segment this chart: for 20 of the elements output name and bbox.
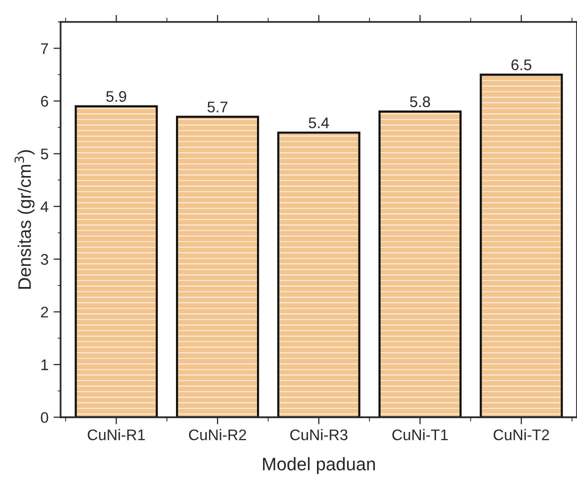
- y-tick-label: 6: [41, 96, 48, 107]
- x-tick-label: CuNi-R1: [88, 429, 145, 440]
- y-axis-title: Densitas (gr/cm$^{3}$): [14, 150, 35, 289]
- y-tick-label: 2: [41, 306, 48, 318]
- x-tick-label: CuNi-T1: [392, 429, 448, 440]
- x-tick-label: CuNi-T2: [494, 429, 549, 440]
- y-tick-label: 0: [40, 412, 48, 423]
- y-tick-label: 4: [40, 201, 48, 212]
- y-tick-label: 5: [40, 148, 48, 160]
- data-label: 5.7: [208, 102, 228, 112]
- x-tick-label: CuNi-R2: [189, 429, 246, 440]
- data-label: 5.9: [106, 91, 126, 102]
- x-axis-title: Model paduan: [263, 457, 375, 474]
- y-tick-label: 3: [40, 254, 48, 265]
- data-label: 5.4: [308, 118, 329, 128]
- data-label: 6.5: [511, 59, 532, 70]
- x-tick-label: CuNi-R3: [290, 429, 348, 440]
- y-tick-label: 7: [41, 43, 48, 54]
- data-label: 5.8: [410, 96, 430, 108]
- y-tick-label: 1: [41, 360, 48, 370]
